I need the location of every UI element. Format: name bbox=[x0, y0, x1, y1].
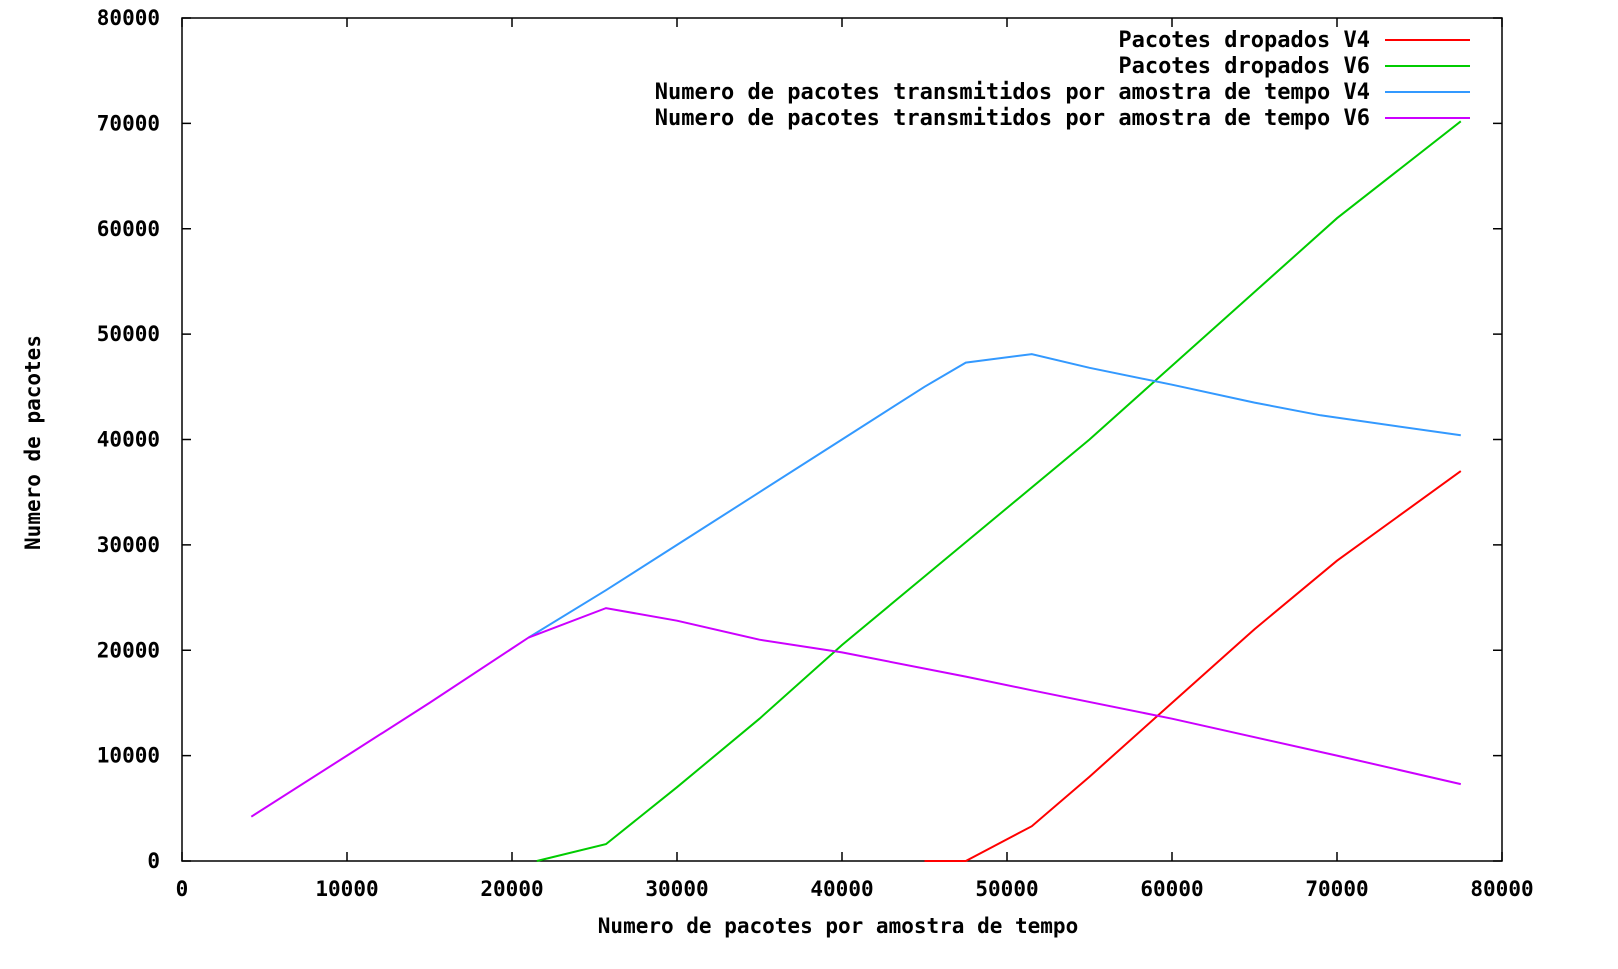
y-tick-label: 30000 bbox=[97, 533, 160, 557]
x-tick-label: 60000 bbox=[1140, 877, 1203, 901]
legend-entry-label: Numero de pacotes transmitidos por amost… bbox=[655, 80, 1370, 105]
legend-entry-label: Pacotes dropados V6 bbox=[1118, 54, 1370, 79]
x-tick-label: 0 bbox=[176, 877, 189, 901]
x-tick-label: 70000 bbox=[1305, 877, 1368, 901]
x-tick-label: 10000 bbox=[315, 877, 378, 901]
y-tick-label: 60000 bbox=[97, 217, 160, 241]
series-line-1 bbox=[924, 470, 1462, 862]
y-tick-label: 40000 bbox=[97, 428, 160, 452]
y-tick-label: 10000 bbox=[97, 744, 160, 768]
x-tick-label: 30000 bbox=[645, 877, 708, 901]
y-tick-label: 80000 bbox=[97, 6, 160, 30]
series-line-2 bbox=[536, 120, 1462, 862]
x-tick-label: 50000 bbox=[975, 877, 1038, 901]
x-tick-label: 20000 bbox=[480, 877, 543, 901]
x-tick-label: 80000 bbox=[1470, 877, 1533, 901]
series-line-3 bbox=[527, 353, 1461, 639]
series-line-4 bbox=[250, 607, 1462, 818]
y-tick-label: 0 bbox=[147, 849, 160, 873]
y-tick-label: 20000 bbox=[97, 638, 160, 662]
y-tick-label: 50000 bbox=[97, 322, 160, 346]
x-tick-label: 40000 bbox=[810, 877, 873, 901]
y-tick-label: 70000 bbox=[97, 111, 160, 135]
legend-entry-label: Numero de pacotes transmitidos por amost… bbox=[655, 106, 1370, 131]
series-lines bbox=[250, 120, 1462, 862]
legend-entry-label: Pacotes dropados V4 bbox=[1118, 28, 1370, 53]
ticks: 0 10000 20000 30000 40000 50000 60000 70000 8000… bbox=[97, 6, 1534, 901]
x-axis-label: Numero de pacotes por amostra de tempo bbox=[598, 914, 1078, 938]
y-axis-label: Numero de pacotes bbox=[21, 335, 45, 550]
